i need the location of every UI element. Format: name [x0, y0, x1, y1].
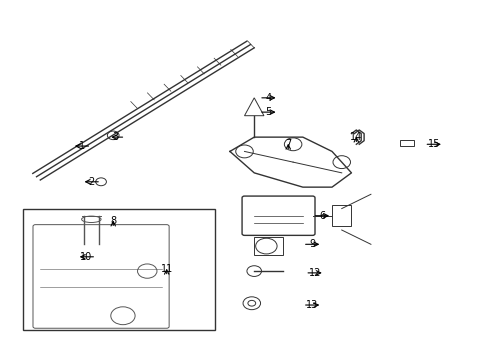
Bar — [23, 208, 215, 330]
Text: 15: 15 — [427, 139, 439, 149]
Text: 4: 4 — [265, 93, 271, 103]
Text: 13: 13 — [306, 300, 318, 310]
Text: 14: 14 — [349, 132, 362, 142]
Text: 1: 1 — [79, 141, 84, 151]
Text: 2: 2 — [88, 177, 94, 187]
Text: 6: 6 — [319, 211, 325, 221]
Bar — [254, 237, 283, 255]
Bar — [399, 140, 413, 146]
Text: 9: 9 — [309, 239, 315, 249]
Text: 10: 10 — [80, 252, 92, 262]
Bar — [331, 205, 351, 226]
Text: 12: 12 — [308, 268, 321, 278]
Text: 5: 5 — [265, 107, 271, 117]
Text: 8: 8 — [110, 216, 116, 226]
Text: 3: 3 — [112, 132, 119, 142]
Text: 7: 7 — [285, 139, 291, 149]
Text: 11: 11 — [160, 264, 172, 274]
